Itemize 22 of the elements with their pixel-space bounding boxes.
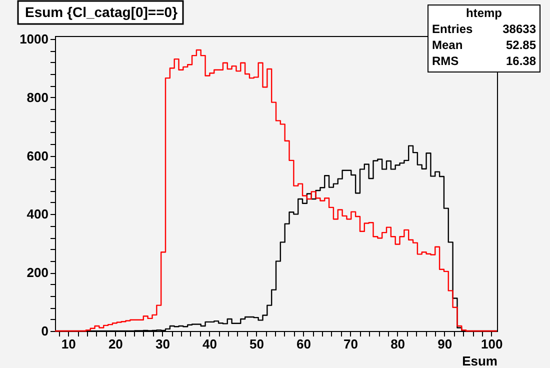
x-tick-label: 90 bbox=[438, 336, 452, 352]
y-tick-label: 1000 bbox=[20, 31, 48, 46]
x-tick-label: 30 bbox=[155, 336, 170, 352]
y-tick-label: 200 bbox=[26, 265, 48, 280]
x-tick-label: 40 bbox=[202, 336, 217, 352]
x-axis-title: Esum bbox=[462, 354, 498, 368]
x-tick-label: 100 bbox=[481, 336, 503, 352]
x-tick-label: 10 bbox=[61, 336, 76, 352]
x-tick-label: 20 bbox=[108, 336, 123, 352]
y-tick-label: 600 bbox=[26, 148, 48, 164]
text: htemp bbox=[466, 6, 502, 20]
text: RMS 16.38 bbox=[432, 54, 536, 68]
x-tick-label: 50 bbox=[250, 336, 264, 352]
y-tick-label: 400 bbox=[26, 206, 48, 222]
y-tick-label: 800 bbox=[26, 90, 48, 105]
text: Entries 38633 bbox=[432, 22, 536, 36]
x-tick-label: 70 bbox=[344, 336, 358, 352]
x-tick-label: 60 bbox=[296, 336, 312, 352]
y-tick-label: 0 bbox=[41, 324, 48, 338]
x-tick-label: 80 bbox=[390, 336, 406, 352]
text: Mean 52.85 bbox=[432, 38, 536, 52]
chart-title: Esum {Cl_catag[0]==0} bbox=[25, 4, 178, 20]
